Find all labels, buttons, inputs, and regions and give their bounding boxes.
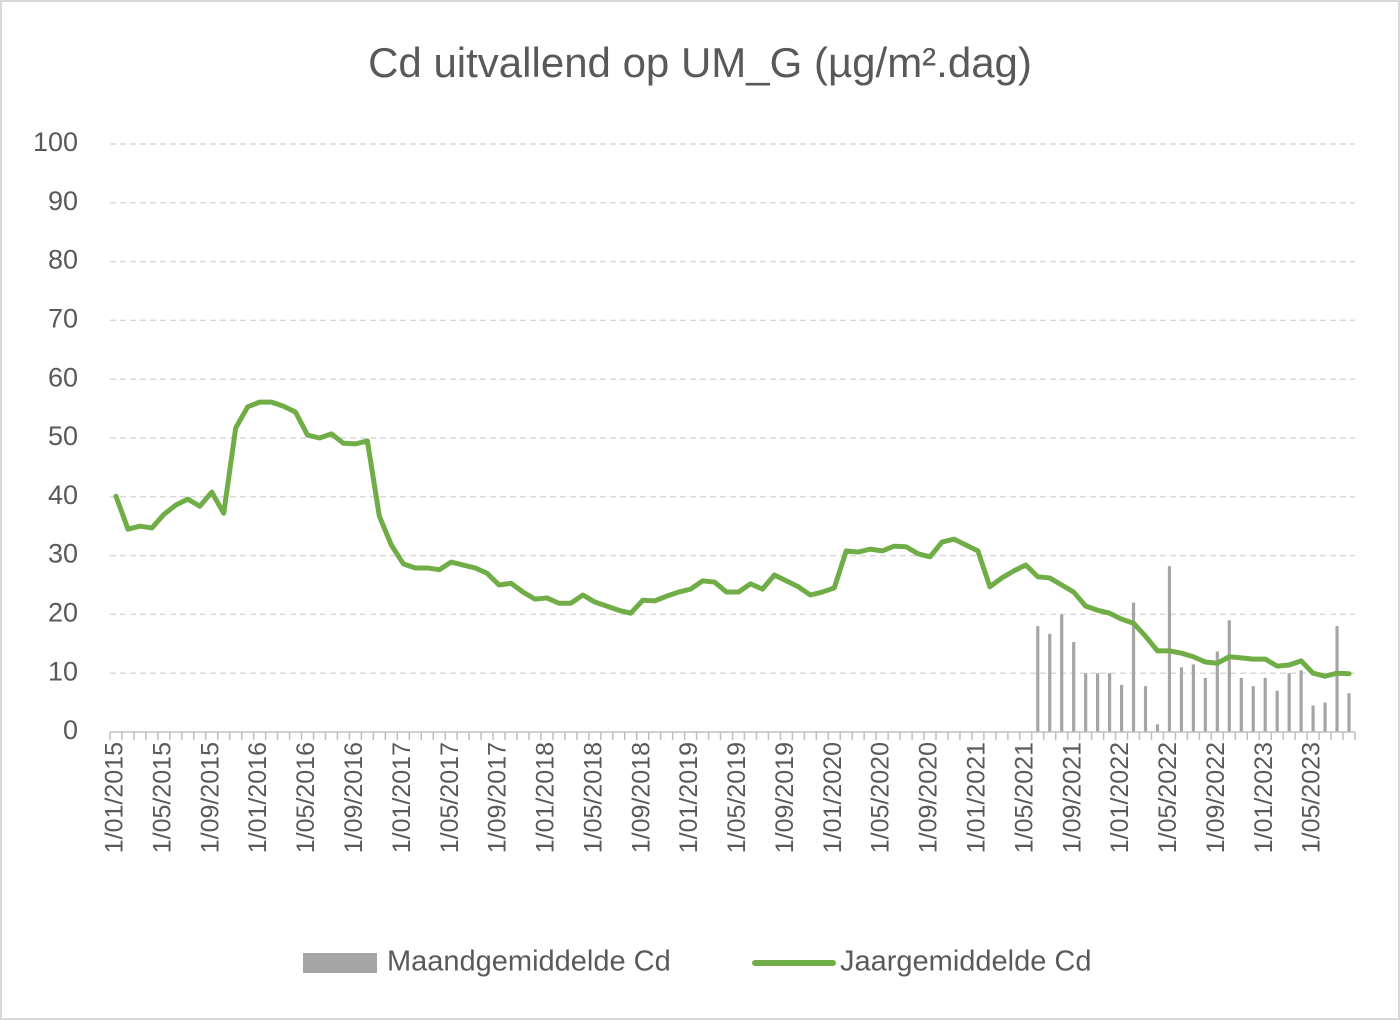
x-tick-label: 1/09/2019 [771, 742, 799, 853]
bar [1215, 651, 1219, 732]
bar [1119, 684, 1124, 732]
x-tick-label: 1/05/2019 [723, 742, 751, 853]
x-tick-label: 1/01/2016 [244, 742, 272, 853]
chart-title: Cd uitvallend op UM_G (µg/m².dag) [368, 39, 1032, 86]
bar [1036, 626, 1040, 732]
bar [1131, 602, 1136, 732]
y-tick-label: 80 [48, 245, 78, 275]
y-tick-label: 60 [48, 362, 78, 392]
bar [1263, 677, 1267, 732]
x-tick-label: 1/05/2016 [292, 742, 320, 853]
x-tick-label: 1/09/2018 [627, 742, 655, 853]
y-tick-label: 50 [48, 421, 78, 451]
x-tick-label: 1/05/2022 [1154, 742, 1182, 853]
y-tick-label: 100 [33, 127, 78, 157]
bar [1347, 693, 1351, 732]
y-tick-label: 30 [48, 539, 78, 569]
x-tick-label: 1/09/2016 [340, 742, 368, 853]
legend-swatch [303, 953, 377, 973]
bar [1299, 670, 1303, 732]
bar [1107, 673, 1112, 732]
x-tick-label: 1/01/2023 [1250, 742, 1278, 853]
y-tick-label: 90 [48, 186, 78, 216]
bar [1179, 667, 1184, 732]
y-tick-label: 10 [48, 656, 78, 686]
x-tick-label: 1/01/2017 [388, 742, 416, 853]
x-tick-label: 1/09/2022 [1202, 742, 1230, 853]
bar [1203, 677, 1207, 732]
bar [1191, 664, 1195, 732]
x-tick-label: 1/05/2015 [148, 742, 176, 853]
bar [1335, 626, 1339, 732]
bar [1096, 673, 1100, 732]
x-tick-label: 1/09/2017 [484, 742, 512, 853]
x-tick-label: 1/05/2020 [867, 742, 895, 853]
x-tick-label: 1/09/2021 [1058, 742, 1086, 853]
bar [1072, 642, 1076, 732]
x-tick-label: 1/01/2019 [675, 742, 703, 853]
x-tick-label: 1/01/2015 [101, 742, 129, 853]
x-tick-label: 1/05/2021 [1010, 742, 1038, 853]
bar [1084, 673, 1088, 732]
x-tick-label: 1/01/2020 [819, 742, 847, 853]
x-tick-label: 1/01/2021 [963, 742, 991, 853]
y-tick-label: 70 [48, 304, 78, 334]
x-tick-label: 1/05/2023 [1298, 742, 1326, 853]
x-tick-label: 1/05/2018 [579, 742, 607, 853]
bar [1323, 702, 1327, 732]
bar [1287, 673, 1291, 732]
x-tick-label: 1/09/2015 [196, 742, 224, 853]
legend-label: Maandgemiddelde Cd [387, 946, 671, 978]
bar [1060, 614, 1064, 732]
line [113, 399, 1352, 679]
bar [1251, 686, 1255, 732]
y-tick-label: 0 [63, 715, 78, 745]
bar [1155, 724, 1160, 732]
x-tick-label: 1/01/2018 [532, 742, 560, 853]
bar [1227, 620, 1231, 732]
bar [1048, 633, 1052, 732]
bar [1239, 677, 1243, 732]
bar [1311, 705, 1315, 732]
y-tick-label: 40 [48, 480, 78, 510]
x-tick-label: 1/01/2022 [1106, 742, 1134, 853]
x-tick-label: 1/05/2017 [436, 742, 464, 853]
bar [1143, 686, 1148, 732]
x-tick-label: 1/09/2020 [915, 742, 943, 853]
legend-label: Jaargemiddelde Cd [840, 946, 1091, 978]
y-tick-label: 20 [48, 598, 78, 628]
bar [1275, 690, 1279, 732]
